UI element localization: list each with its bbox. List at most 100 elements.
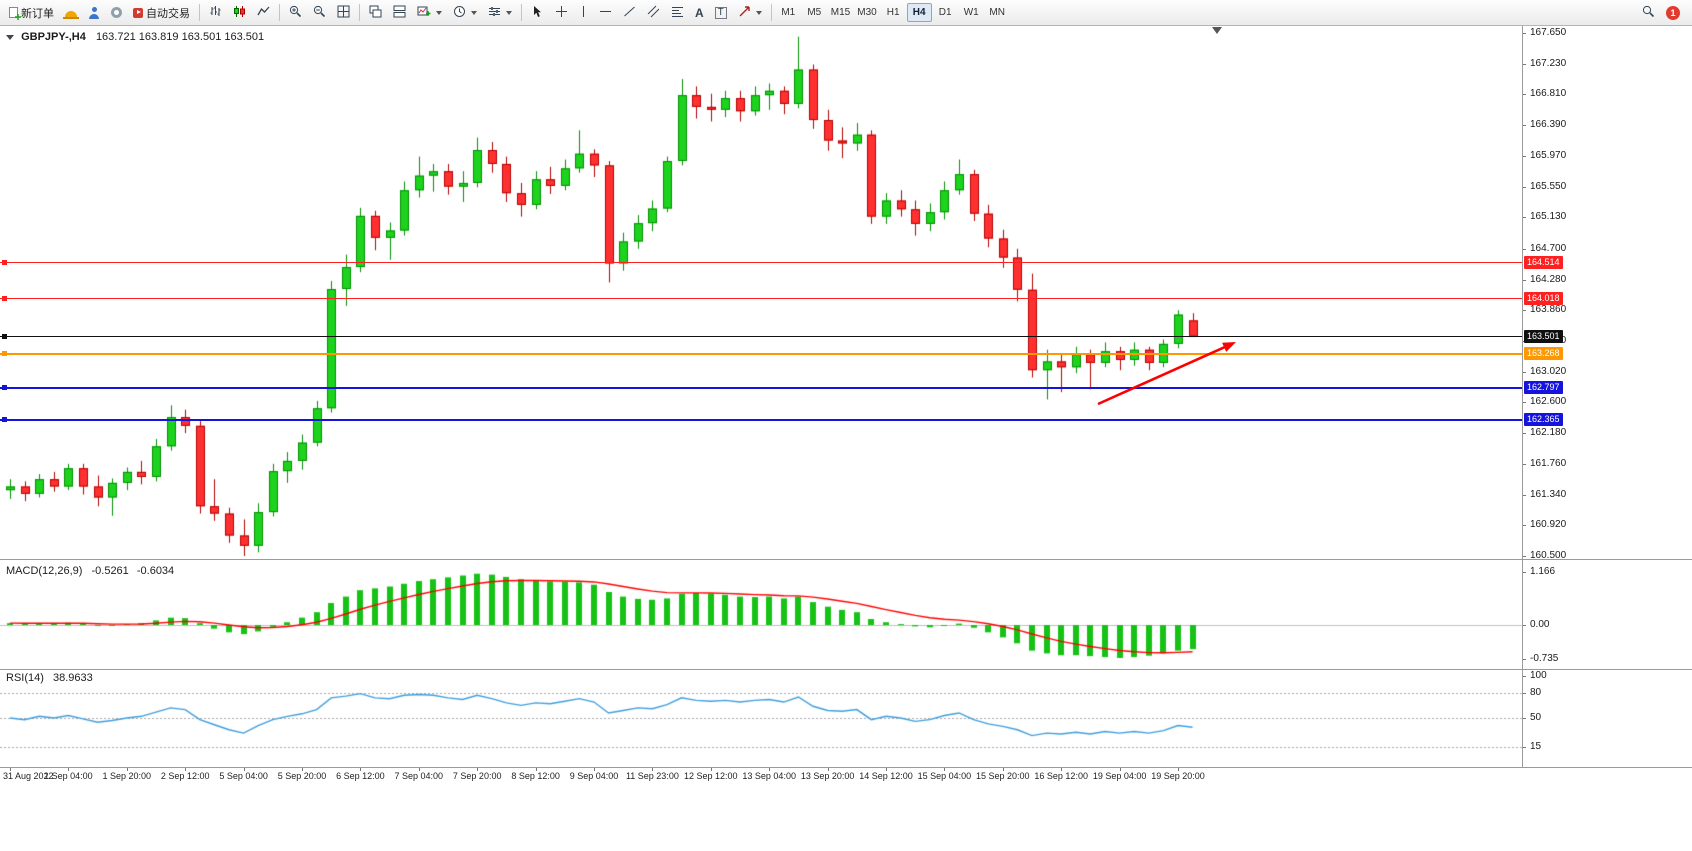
hat-button[interactable] <box>60 2 82 23</box>
hline-163.501[interactable] <box>0 335 1522 337</box>
broadcast-button[interactable] <box>106 2 127 23</box>
timeframe-m15-button[interactable]: M15 <box>830 7 851 18</box>
price-axis-tick <box>1522 464 1526 465</box>
arrows-icon <box>738 5 751 21</box>
chart-ohlc: 163.721 163.819 163.501 163.501 <box>95 31 265 43</box>
hline-163.268[interactable] <box>0 352 1522 355</box>
price-axis-label: 162.600 <box>1530 396 1567 408</box>
rsi-pane-label: RSI(14) 38.9633 <box>6 672 93 684</box>
macd-value: -0.5261 <box>91 565 129 577</box>
timeframe-h1-button[interactable]: H1 <box>886 7 900 18</box>
tile-windows-button[interactable] <box>332 2 355 23</box>
new-order-button[interactable]: 新订单 <box>4 2 59 23</box>
zoom-out-button[interactable] <box>308 2 331 23</box>
time-axis-tick <box>185 767 186 771</box>
macd-axis-label: -0.735 <box>1530 652 1559 664</box>
vertical-line-tool-button[interactable] <box>574 2 593 23</box>
speaker-icon <box>111 7 122 18</box>
hline-162.797[interactable] <box>0 386 1522 389</box>
zoom-in-button[interactable] <box>284 2 307 23</box>
pane-separator[interactable] <box>0 669 1692 670</box>
hline-164.018[interactable] <box>0 298 1522 300</box>
chart-shift-marker[interactable] <box>1212 27 1222 34</box>
symbol-dropdown-icon[interactable] <box>6 35 14 40</box>
price-tag-163.501: 163.501 <box>1524 329 1563 343</box>
text-tool-button[interactable]: A <box>690 2 709 23</box>
pane-separator[interactable] <box>0 559 1692 560</box>
vertical-line-icon <box>579 5 588 21</box>
fibonacci-tool-button[interactable] <box>666 2 689 23</box>
time-axis-label: 5 Sep 20:00 <box>277 771 327 781</box>
search-button[interactable] <box>1637 2 1660 23</box>
hline-164.514[interactable] <box>0 261 1522 263</box>
price-axis-label: 162.180 <box>1530 427 1567 439</box>
time-axis-tick <box>711 767 712 771</box>
hline-handle[interactable] <box>2 417 7 423</box>
tile-windows-icon <box>337 5 350 21</box>
profile-button[interactable] <box>83 2 105 23</box>
channel-tool-button[interactable] <box>642 2 665 23</box>
price-axis-label: 167.650 <box>1530 27 1567 38</box>
timeframe-d1-button[interactable]: D1 <box>938 7 952 18</box>
price-axis-tick <box>1522 94 1526 95</box>
price-axis-label: 165.550 <box>1530 180 1567 192</box>
trendline-icon <box>623 5 636 21</box>
horizontal-line-tool-button[interactable] <box>594 2 617 23</box>
line-chart-button[interactable] <box>252 2 275 23</box>
candlestick-chart-button[interactable] <box>228 2 251 23</box>
new-order-label: 新订单 <box>21 7 54 20</box>
hline-handle[interactable] <box>2 259 7 265</box>
macd-axis-tick <box>1522 572 1526 573</box>
arrows-tool-button[interactable] <box>733 2 767 23</box>
price-axis-tick <box>1522 156 1526 157</box>
timeframe-mn-button[interactable]: MN <box>989 7 1005 18</box>
time-axis-label: 16 Sep 12:00 <box>1034 771 1088 781</box>
hline-162.365[interactable] <box>0 418 1522 421</box>
price-axis-label: 164.280 <box>1530 273 1567 285</box>
chart-settings-button[interactable] <box>483 2 517 23</box>
crosshair-tool-button[interactable] <box>550 2 573 23</box>
rsi-axis-label: 15 <box>1530 741 1542 753</box>
pane-separator[interactable] <box>0 767 1692 768</box>
time-axis-label: 15 Sep 20:00 <box>976 771 1030 781</box>
hline-handle[interactable] <box>2 333 7 339</box>
timeframe-m1-button[interactable]: M1 <box>781 7 796 18</box>
clock-icon <box>453 5 466 21</box>
period-button[interactable] <box>448 2 482 23</box>
price-tag-164.018: 164.018 <box>1524 292 1563 306</box>
time-axis-tick <box>652 767 653 771</box>
price-axis-tick <box>1522 556 1526 557</box>
notification-badge[interactable]: 1 <box>1666 5 1680 20</box>
cursor-tool-button[interactable] <box>526 2 549 23</box>
autotrading-button[interactable]: 自动交易 <box>128 2 195 23</box>
timeframe-h4-button[interactable]: H4 <box>906 3 932 22</box>
time-axis-tick <box>419 767 420 771</box>
profile-icon <box>88 6 100 19</box>
macd-axis-tick <box>1522 625 1526 626</box>
new-order-icon <box>9 7 18 18</box>
time-axis-label: 7 Sep 20:00 <box>452 771 502 781</box>
candlestick-chart-icon <box>233 5 246 21</box>
macd-pane-label: MACD(12,26,9) -0.5261 -0.6034 <box>6 565 174 577</box>
time-axis-label: 14 Sep 12:00 <box>859 771 913 781</box>
trendline-tool-button[interactable] <box>618 2 641 23</box>
cascade-windows-button[interactable] <box>364 2 387 23</box>
time-axis-label: 2 Sep 12:00 <box>160 771 210 781</box>
hline-handle[interactable] <box>2 351 7 357</box>
hline-handle[interactable] <box>2 385 7 391</box>
time-axis-label: 19 Sep 20:00 <box>1151 771 1205 781</box>
text-label-tool-button[interactable]: T <box>710 2 732 23</box>
timeframe-m5-button[interactable]: M5 <box>807 7 822 18</box>
rsi-name: RSI(14) <box>6 672 44 684</box>
chevron-down-icon <box>506 10 512 15</box>
tile-horizontal-button[interactable] <box>388 2 411 23</box>
price-tag-164.514: 164.514 <box>1524 255 1563 269</box>
hline-handle[interactable] <box>2 296 7 302</box>
timeframe-m30-button[interactable]: M30 <box>857 7 877 18</box>
rsi-value: 38.9633 <box>52 672 93 684</box>
chevron-down-icon <box>755 10 762 15</box>
bar-chart-button[interactable] <box>204 2 227 23</box>
timeframe-w1-button[interactable]: W1 <box>963 7 979 18</box>
new-chart-button[interactable] <box>412 2 447 23</box>
